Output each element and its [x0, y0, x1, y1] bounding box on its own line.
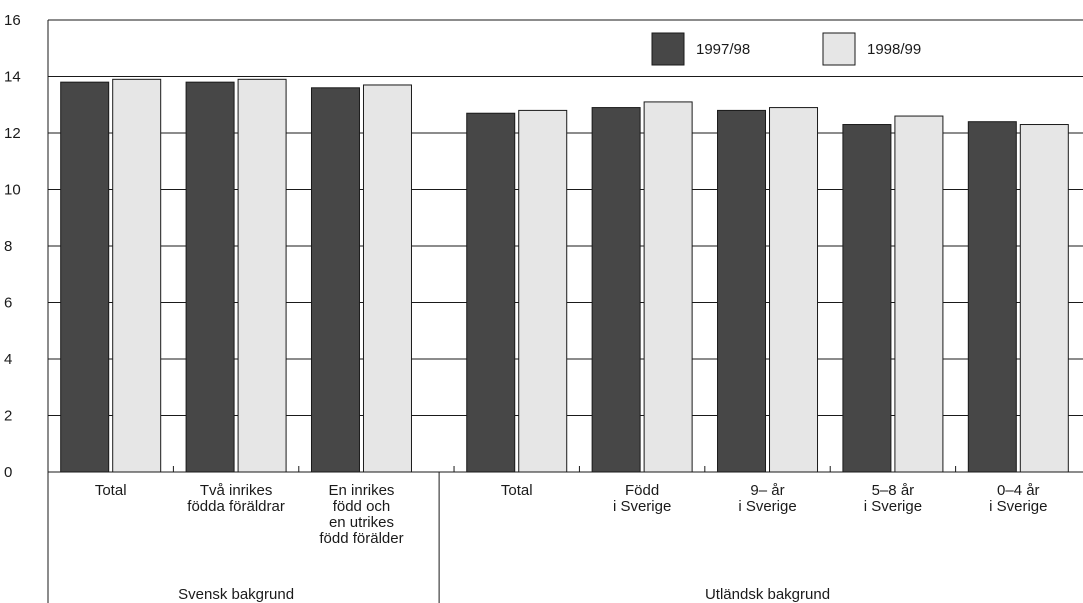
bar — [1019, 124, 1069, 473]
bar — [591, 107, 641, 473]
bar — [717, 109, 767, 473]
bar — [769, 107, 819, 473]
bar — [466, 112, 516, 473]
bar — [842, 124, 892, 473]
y-tick-label: 16 — [4, 12, 21, 29]
x-group-label: Svensk bakgrund — [178, 586, 294, 603]
axes — [47, 19, 1083, 603]
legend-label: 1998/99 — [867, 41, 921, 58]
bars — [60, 78, 1069, 473]
bar — [237, 78, 287, 473]
x-axis-groups: Svensk bakgrund Utländsk bakgrund — [178, 586, 830, 603]
x-category-label: 5–8 år i Sverige — [864, 482, 922, 515]
x-category-label: 9– år i Sverige — [738, 482, 796, 515]
x-category-label: Två inrikes födda föräldrar — [187, 482, 285, 515]
bar — [967, 121, 1017, 473]
bar — [185, 81, 235, 473]
legend-swatch — [651, 32, 685, 66]
x-category-label: Total — [95, 482, 127, 499]
legend-swatch — [822, 32, 856, 66]
y-tick-label: 4 — [4, 351, 12, 368]
bar — [643, 101, 693, 473]
y-tick-label: 12 — [4, 125, 21, 142]
x-category-label: 0–4 år i Sverige — [989, 482, 1047, 515]
x-group-label: Utländsk bakgrund — [705, 586, 830, 603]
y-tick-label: 6 — [4, 295, 12, 312]
legend-label: 1997/98 — [696, 41, 750, 58]
y-tick-label: 8 — [4, 238, 12, 255]
x-axis-categories: Total Två inrikes födda föräldrar En inrike… — [95, 482, 1048, 547]
y-axis-ticks: 0 2 4 6 8 10 12 14 16 — [4, 12, 21, 481]
y-tick-label: 10 — [4, 182, 21, 199]
y-tick-label: 0 — [4, 464, 12, 481]
bar — [518, 109, 568, 473]
bar — [112, 78, 162, 473]
legend: 1997/98 1998/99 — [651, 32, 921, 66]
x-category-label: Född i Sverige — [613, 482, 671, 515]
x-category-label: Total — [501, 482, 533, 499]
x-category-label: En inrikes född och en utrikes född förälde… — [319, 482, 403, 547]
y-tick-label: 14 — [4, 69, 21, 86]
bar — [310, 87, 360, 473]
bar — [894, 115, 944, 473]
bar — [362, 84, 412, 473]
y-tick-label: 2 — [4, 408, 12, 425]
bar — [60, 81, 110, 473]
